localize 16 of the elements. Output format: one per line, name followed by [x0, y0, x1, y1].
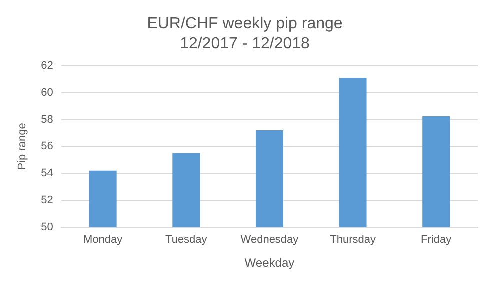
x-axis-title: Weekday	[244, 256, 295, 270]
y-tick-label: 58	[41, 114, 54, 126]
x-tick-label: Wednesday	[240, 234, 300, 246]
y-tick-label: 52	[41, 194, 54, 207]
y-axis-title: Pip range	[16, 123, 29, 170]
x-tick-label: Thursday	[330, 234, 376, 246]
y-tick-label: 54	[41, 168, 54, 180]
y-tick-label: 56	[41, 140, 54, 153]
chart-title: EUR/CHF weekly pip range	[147, 15, 343, 32]
x-tick-label: Monday	[84, 234, 124, 246]
x-tick-label: Tuesday	[166, 234, 208, 246]
y-tick-label: 62	[41, 60, 54, 72]
x-tick-label: Friday	[421, 234, 452, 246]
y-tick-label: 50	[41, 221, 54, 234]
y-tick-label: 60	[41, 86, 54, 99]
chart-subtitle: 12/2017 - 12/2018	[180, 35, 310, 52]
